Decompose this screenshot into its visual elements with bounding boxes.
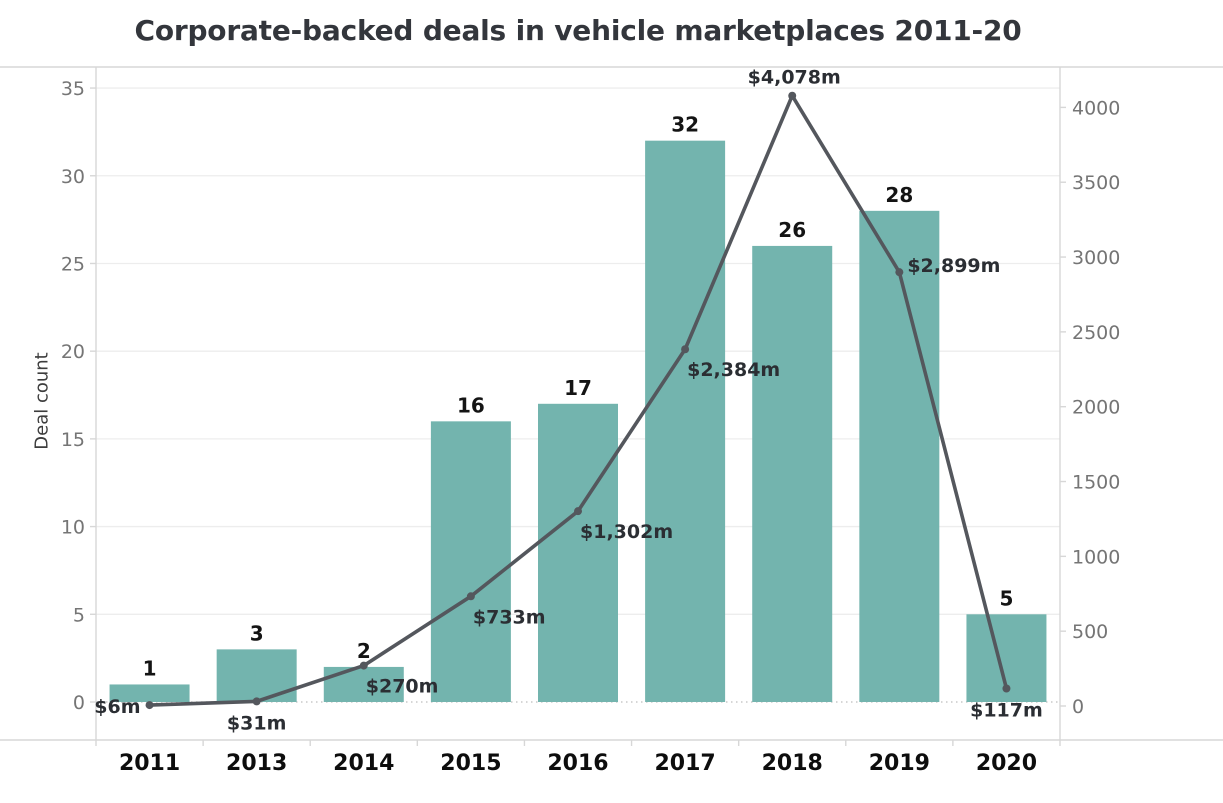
line-point-marker[interactable] [466, 592, 475, 601]
bar-value-label: 32 [671, 113, 699, 137]
x-axis-category-label: 2015 [440, 751, 501, 776]
right-axis-tick-label: 0 [1072, 696, 1084, 718]
x-axis-category-label: 2020 [976, 751, 1037, 776]
right-axis-tick-label: 2500 [1072, 322, 1120, 344]
left-axis-tick-label: 25 [61, 253, 85, 275]
line-value-label: $270m [366, 676, 439, 698]
bar[interactable] [109, 684, 190, 702]
line-value-label: $31m [227, 712, 286, 734]
x-axis-category-label: 2011 [119, 751, 180, 776]
right-axis-tick-label: 1000 [1072, 546, 1120, 568]
left-axis-tick-label: 35 [61, 78, 85, 100]
line-point-marker[interactable] [252, 697, 261, 706]
left-axis-tick-label: 5 [73, 604, 85, 626]
line-point-marker[interactable] [895, 268, 904, 277]
right-axis-tick-label: 1500 [1072, 472, 1120, 494]
line-point-marker[interactable] [788, 91, 797, 100]
line-value-label: $2,384m [687, 359, 780, 381]
left-axis-tick-label: 15 [61, 429, 85, 451]
line-value-label: $733m [473, 606, 546, 628]
chart-title: Corporate-backed deals in vehicle market… [134, 14, 1022, 47]
x-axis-category-label: 2016 [547, 751, 608, 776]
bar[interactable] [645, 140, 726, 703]
x-axis-category-label: 2014 [333, 751, 394, 776]
x-axis-category-label: 2013 [226, 751, 287, 776]
bar-value-label: 28 [885, 183, 913, 207]
right-axis-tick-label: 500 [1072, 621, 1108, 643]
bar-value-label: 3 [250, 621, 264, 645]
line-value-label: $6m [94, 696, 140, 718]
line-value-label: $2,899m [907, 255, 1000, 277]
left-axis-tick-label: 20 [61, 341, 85, 363]
bar-value-label: 1 [143, 656, 157, 680]
right-axis-tick-label: 4000 [1072, 97, 1120, 119]
left-axis-tick-label: 30 [61, 166, 85, 188]
left-axis-tick-label: 10 [61, 517, 85, 539]
bar[interactable] [430, 421, 511, 702]
right-axis-tick-label: 3000 [1072, 247, 1120, 269]
bar-value-label: 17 [564, 376, 592, 400]
line-point-marker[interactable] [1002, 684, 1011, 693]
bar-value-label: 5 [999, 586, 1013, 610]
bar[interactable] [859, 210, 940, 702]
line-value-label: $4,078m [748, 67, 841, 89]
x-axis-category-label: 2018 [762, 751, 823, 776]
line-point-marker[interactable] [681, 345, 690, 354]
bar[interactable] [538, 403, 618, 702]
left-axis-tick-label: 0 [73, 692, 85, 714]
bar-value-label: 26 [778, 218, 806, 242]
line-value-label: $117m [970, 699, 1043, 721]
x-axis-category-label: 2019 [869, 751, 930, 776]
right-axis-tick-label: 3500 [1072, 172, 1120, 194]
right-axis-tick-label: 2000 [1072, 397, 1120, 419]
bar[interactable] [216, 649, 297, 702]
bar[interactable] [752, 245, 833, 702]
line-point-marker[interactable] [574, 507, 582, 516]
line-point-marker[interactable] [359, 661, 368, 670]
line-point-marker[interactable] [145, 701, 154, 710]
bar-value-label: 2 [357, 639, 371, 663]
x-axis-category-label: 2017 [654, 751, 715, 776]
bar-value-label: 16 [457, 393, 485, 417]
line-value-label: $1,302m [580, 521, 673, 543]
